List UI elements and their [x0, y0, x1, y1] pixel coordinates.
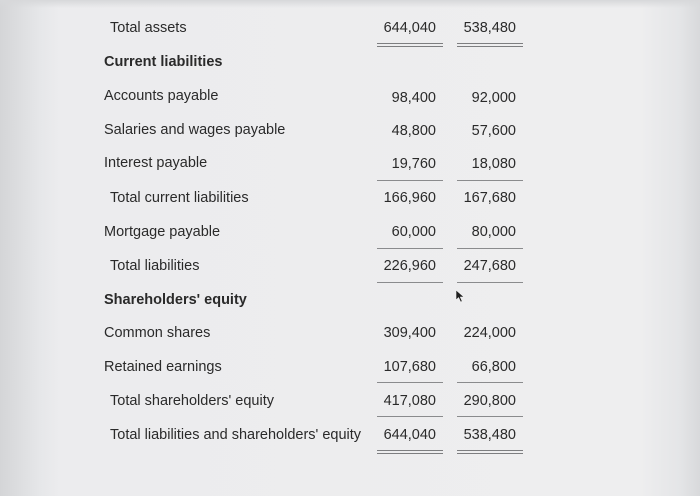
- value-salaries-wages-payable-col1: 48,800: [391, 123, 436, 139]
- rule-mortgage-payable-col1: [377, 248, 443, 249]
- label-total-assets: Total assets: [110, 20, 187, 36]
- value-total-shareholders-equity-col1: 417,080: [383, 393, 436, 409]
- rule-total-liabilities-col1: [377, 282, 443, 283]
- double-rule-total-assets-col1: [377, 43, 443, 47]
- label-total-liabilities: Total liabilities: [110, 258, 200, 274]
- double-rule-total-liabilities-and-equity-col2: [457, 450, 523, 454]
- label-total-current-liabilities: Total current liabilities: [110, 190, 249, 206]
- row-current-liabilities-heading: Current liabilities: [0, 45, 700, 79]
- value-total-shareholders-equity-col2: 290,800: [463, 393, 516, 409]
- label-total-shareholders-equity: Total shareholders' equity: [110, 393, 274, 409]
- value-common-shares-col2: 224,000: [463, 325, 516, 341]
- row-common-shares: Common shares 309,400 224,000: [0, 316, 700, 350]
- heading-shareholders-equity: Shareholders' equity: [104, 292, 247, 308]
- rule-total-shareholders-equity-col1: [377, 416, 443, 417]
- row-accounts-payable: Accounts payable 98,400 92,000: [0, 79, 700, 113]
- value-accounts-payable-col2: 92,000: [471, 90, 516, 106]
- label-common-shares: Common shares: [104, 325, 211, 341]
- value-accounts-payable-col1: 98,400: [391, 90, 436, 106]
- rule-interest-payable-col1: [377, 180, 443, 181]
- value-total-liabilities-and-equity-col1: 644,040: [383, 427, 436, 443]
- value-retained-earnings-col1: 107,680: [383, 359, 436, 375]
- rule-mortgage-payable-col2: [457, 248, 523, 249]
- value-total-current-liabilities-col2: 167,680: [463, 190, 516, 206]
- row-shareholders-equity-heading: Shareholders' equity: [0, 283, 700, 317]
- row-total-assets: Total assets 644,040 538,480: [0, 11, 700, 45]
- label-total-liabilities-and-equity: Total liabilities and shareholders' equi…: [110, 427, 362, 443]
- value-total-assets-col2: 538,480: [463, 20, 516, 36]
- heading-current-liabilities: Current liabilities: [104, 54, 223, 70]
- value-retained-earnings-col2: 66,800: [471, 359, 516, 375]
- rule-total-shareholders-equity-col2: [457, 416, 523, 417]
- row-total-liabilities: Total liabilities 226,960 247,680: [0, 249, 700, 283]
- label-retained-earnings: Retained earnings: [104, 359, 222, 375]
- label-salaries-wages-payable: Salaries and wages payable: [104, 122, 286, 138]
- rule-retained-earnings-col2: [457, 382, 523, 383]
- value-interest-payable-col2: 18,080: [471, 156, 516, 172]
- row-retained-earnings: Retained earnings 107,680 66,800: [0, 350, 700, 384]
- value-salaries-wages-payable-col2: 57,600: [471, 123, 516, 139]
- mouse-pointer-icon: [455, 289, 465, 303]
- value-mortgage-payable-col2: 80,000: [471, 224, 516, 240]
- row-total-current-liabilities: Total current liabilities 166,960 167,68…: [0, 181, 700, 215]
- value-total-liabilities-and-equity-col2: 538,480: [463, 427, 516, 443]
- row-mortgage-payable: Mortgage payable 60,000 80,000: [0, 215, 700, 249]
- row-interest-payable: Interest payable 19,760 18,080: [0, 146, 700, 180]
- label-accounts-payable: Accounts payable: [104, 88, 219, 104]
- value-common-shares-col1: 309,400: [383, 325, 436, 341]
- value-interest-payable-col1: 19,760: [391, 156, 436, 172]
- double-rule-total-liabilities-and-equity-col1: [377, 450, 443, 454]
- row-total-shareholders-equity: Total shareholders' equity 417,080 290,8…: [0, 384, 700, 418]
- row-salaries-wages-payable: Salaries and wages payable 48,800 57,600: [0, 113, 700, 147]
- rule-interest-payable-col2: [457, 180, 523, 181]
- label-interest-payable: Interest payable: [104, 155, 208, 171]
- value-total-assets-col1: 644,040: [383, 20, 436, 36]
- value-mortgage-payable-col1: 60,000: [391, 224, 436, 240]
- rule-total-liabilities-col2: [457, 282, 523, 283]
- value-total-current-liabilities-col1: 166,960: [383, 190, 436, 206]
- label-mortgage-payable: Mortgage payable: [104, 224, 221, 240]
- value-total-liabilities-col2: 247,680: [463, 258, 516, 274]
- rule-retained-earnings-col1: [377, 382, 443, 383]
- value-total-liabilities-col1: 226,960: [383, 258, 436, 274]
- double-rule-total-assets-col2: [457, 43, 523, 47]
- row-total-liabilities-and-equity: Total liabilities and shareholders' equi…: [0, 418, 700, 452]
